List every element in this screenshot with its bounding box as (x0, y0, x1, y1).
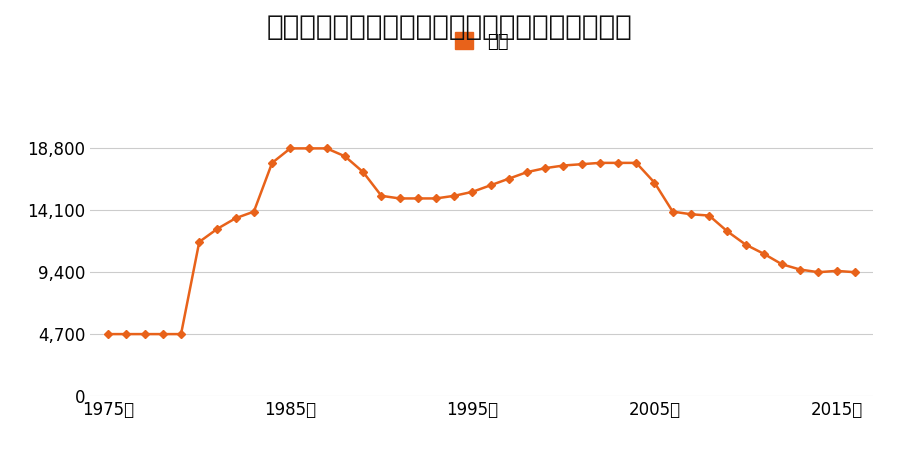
Text: 北海道旭川市春光台３条５丁目１番３の地価推移: 北海道旭川市春光台３条５丁目１番３の地価推移 (267, 14, 633, 41)
Legend: 価格: 価格 (454, 32, 508, 51)
